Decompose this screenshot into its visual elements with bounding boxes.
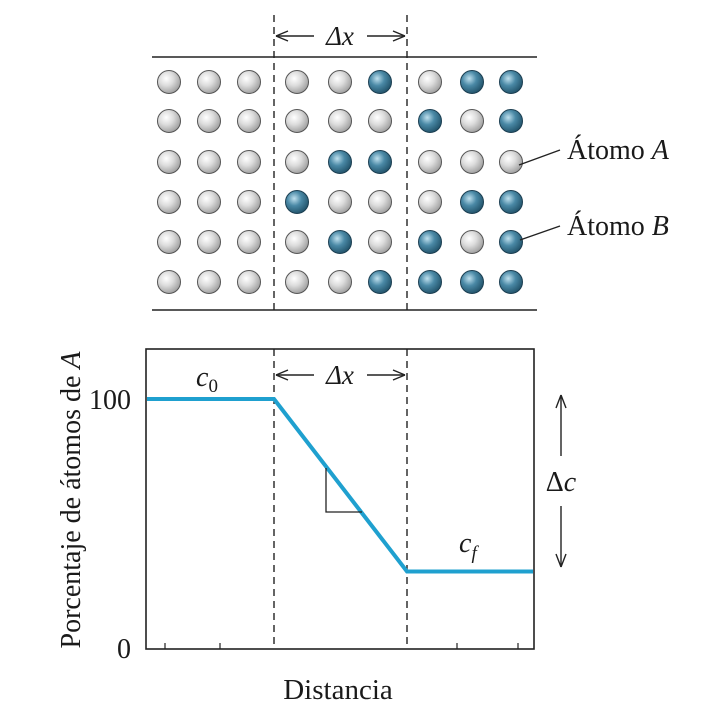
- graph-delta-x-dimension: Δx: [275, 360, 406, 390]
- concentration-line: [147, 397, 533, 574]
- atom-a: [237, 70, 261, 94]
- atom-a: [460, 109, 484, 133]
- atom-b: [285, 190, 309, 214]
- atom-a: [157, 270, 181, 294]
- atom-b: [418, 109, 442, 133]
- lattice-delta-x-dimension: Δx: [275, 21, 406, 51]
- atom-a: [157, 190, 181, 214]
- atom-a: [237, 109, 261, 133]
- atom-a: [197, 270, 221, 294]
- atom-a: [285, 109, 309, 133]
- atom-a: [237, 270, 261, 294]
- y-axis-label: Porcentaje de átomos de A: [56, 351, 87, 649]
- graph-frame: [145, 348, 535, 650]
- atom-a-callout: Átomo A: [518, 135, 670, 166]
- atom-a: [197, 70, 221, 94]
- delta-c-dimension: Δc: [546, 394, 577, 568]
- atom-a: [157, 230, 181, 254]
- atom-b: [460, 270, 484, 294]
- c0-label: c0: [196, 362, 218, 397]
- atom-a: [197, 230, 221, 254]
- atom-a: [368, 190, 392, 214]
- atom-b: [368, 70, 392, 94]
- cf-label: cf: [459, 528, 479, 564]
- atom-a: [499, 150, 523, 174]
- atom-a: [460, 150, 484, 174]
- atom-a: [368, 109, 392, 133]
- atom-b-callout: Átomo B: [519, 211, 669, 242]
- atom-b: [460, 70, 484, 94]
- atom-a: [285, 70, 309, 94]
- atom-a: [157, 109, 181, 133]
- atom-b: [499, 230, 523, 254]
- atom-b: [460, 190, 484, 214]
- atom-b: [499, 190, 523, 214]
- atom-b-label: Átomo B: [567, 211, 669, 242]
- ytick-0: 0: [117, 634, 131, 665]
- atom-a: [328, 270, 352, 294]
- atom-b: [499, 70, 523, 94]
- atom-a: [418, 70, 442, 94]
- atom-b: [328, 150, 352, 174]
- atom-a: [237, 150, 261, 174]
- atom-b: [418, 270, 442, 294]
- atom-b: [499, 270, 523, 294]
- atom-b: [499, 109, 523, 133]
- atom-a: [285, 150, 309, 174]
- x-axis-label: Distancia: [283, 674, 393, 706]
- ytick-100: 100: [89, 385, 131, 416]
- delta-c-label: Δc: [546, 467, 577, 498]
- slope-triangle: [325, 468, 362, 513]
- atom-b: [368, 150, 392, 174]
- atom-a: [197, 109, 221, 133]
- atom-a: [197, 150, 221, 174]
- atom-b: [418, 230, 442, 254]
- atom-lattice: Δx Átomo A Átomo B: [152, 15, 670, 311]
- atom-b: [328, 230, 352, 254]
- atom-b: [368, 270, 392, 294]
- atom-a: [285, 230, 309, 254]
- atom-a: [368, 230, 392, 254]
- atom-a: [157, 150, 181, 174]
- atom-a: [197, 190, 221, 214]
- concentration-graph: 100 0 Porcentaje de átomos de A Distanci…: [56, 348, 577, 706]
- atom-a: [328, 109, 352, 133]
- atom-a: [237, 230, 261, 254]
- atom-a-label: Átomo A: [567, 135, 670, 166]
- atom-a: [418, 150, 442, 174]
- lattice-delta-x-label: Δx: [325, 21, 354, 51]
- atom-a: [460, 230, 484, 254]
- atom-a: [157, 70, 181, 94]
- atom-a: [418, 190, 442, 214]
- atom-a: [285, 270, 309, 294]
- graph-delta-x-label: Δx: [325, 360, 354, 390]
- atom-a: [328, 190, 352, 214]
- atom-grid: [157, 70, 523, 294]
- graph-bottom-ticks: [164, 643, 519, 649]
- atom-a: [237, 190, 261, 214]
- atom-a: [328, 70, 352, 94]
